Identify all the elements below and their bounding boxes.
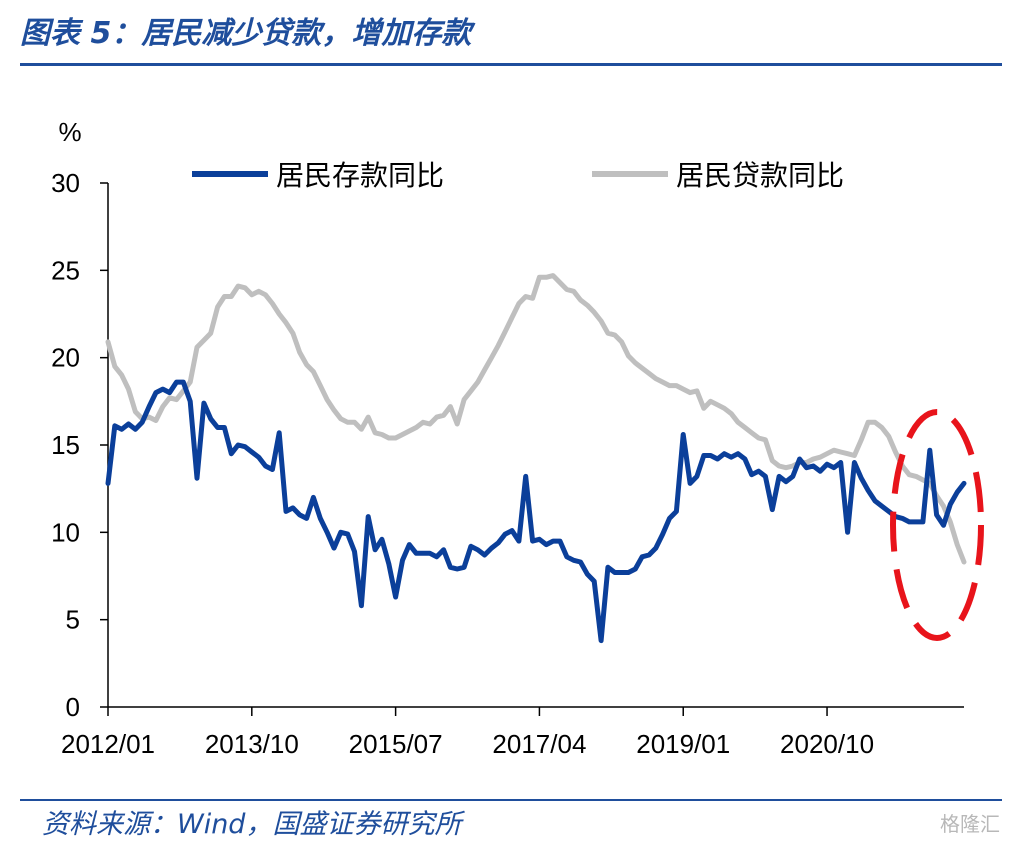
- y-tick-label: 10: [51, 517, 80, 547]
- watermark-logo: 格隆汇: [940, 812, 1000, 836]
- x-tick-label: 2019/01: [636, 729, 730, 759]
- y-tick-label: 30: [51, 168, 80, 198]
- line-chart: 0 5 10 15 20 25 30% 2012/01 2013/10 2015/07 2017/0…: [51, 117, 984, 759]
- series-line-loan: [105, 273, 967, 565]
- source-note: 资料来源：Wind，国盛证券研究所: [42, 809, 462, 840]
- y-tick-label: 0: [66, 692, 80, 722]
- x-tick-label: 2013/10: [205, 729, 299, 759]
- legend-label: 居民贷款同比: [676, 159, 844, 192]
- legend-label: 居民存款同比: [276, 159, 444, 192]
- highlight-ellipse: [890, 409, 984, 641]
- y-tick-label: 15: [51, 430, 80, 460]
- chart-title: 图表 5：居民减少贷款，增加存款: [20, 16, 472, 51]
- chart-legend: 居民存款同比 居民贷款同比: [192, 159, 844, 192]
- highlight-annotation: [890, 409, 984, 641]
- footer-divider: [20, 799, 1002, 801]
- x-tick-label: 2015/07: [349, 729, 443, 759]
- series-line-deposit: [105, 379, 967, 644]
- title-divider: [20, 63, 1002, 66]
- x-tick-label: 2020/10: [780, 729, 874, 759]
- chart-axes: 0 5 10 15 20 25 30% 2012/01 2013/10 2015/07 2017/0…: [51, 117, 964, 759]
- y-axis-unit: %: [58, 117, 81, 147]
- x-tick-label: 2017/04: [492, 729, 586, 759]
- y-tick-label: 25: [51, 255, 80, 285]
- x-tick-label: 2012/01: [61, 729, 155, 759]
- plot-area: [105, 273, 967, 644]
- y-tick-label: 20: [51, 343, 80, 373]
- y-tick-label: 5: [66, 605, 80, 635]
